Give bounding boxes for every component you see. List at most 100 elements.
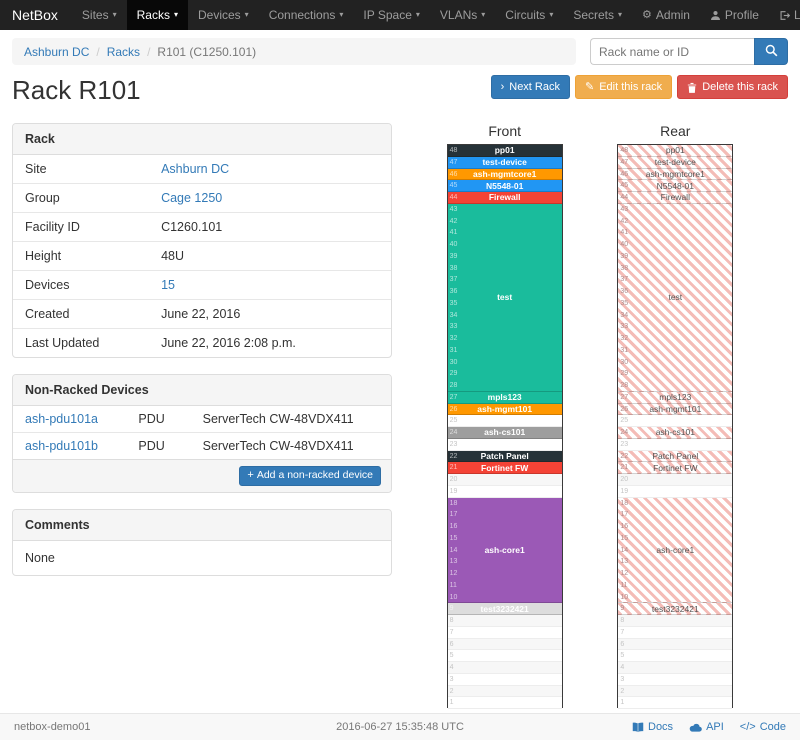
footer-link-docs[interactable]: Docs xyxy=(632,721,673,733)
rack-unit-23[interactable] xyxy=(618,438,733,451)
attribute-value-link[interactable]: 15 xyxy=(161,278,175,292)
rack-unit-2[interactable] xyxy=(447,685,562,698)
nav-item-label: Devices xyxy=(197,8,241,22)
nav-item-sites[interactable]: Sites ▾ xyxy=(72,0,127,30)
nonracked-device-row: ash-pdu101a PDU ServerTech CW-48VDX411 xyxy=(13,406,391,433)
device-slot-firewall[interactable]: Firewall xyxy=(447,192,562,204)
rack-unit-19[interactable] xyxy=(447,485,562,498)
device-slot-test3232421[interactable]: test3232421 xyxy=(447,603,562,615)
rack-unit-4[interactable] xyxy=(618,662,733,674)
nav-item-vlans[interactable]: VLANs ▾ xyxy=(430,0,495,30)
device-slot-mpls123[interactable]: mpls123 xyxy=(618,391,733,404)
device-slot-pp01[interactable]: pp01 xyxy=(447,145,562,157)
footer-link-label: API xyxy=(706,721,724,733)
device-slot-pp01[interactable]: pp01 xyxy=(618,145,733,157)
device-slot-ash-mgmt101[interactable]: ash-mgmt101 xyxy=(618,403,733,416)
brand-link[interactable]: NetBox xyxy=(12,7,58,23)
nav-item-racks[interactable]: Racks ▾ xyxy=(126,0,188,30)
delete-rack-label: Delete this rack xyxy=(702,81,778,93)
device-slot-mpls123[interactable]: mpls123 xyxy=(447,391,562,404)
delete-rack-button[interactable]: Delete this rack xyxy=(677,75,788,100)
device-slot-n5548-01[interactable]: N5548-01 xyxy=(618,180,733,192)
nav-item-label: Racks xyxy=(136,8,170,22)
next-rack-button[interactable]: › Next Rack xyxy=(490,75,570,100)
footer-hostname: netbox-demo01 xyxy=(14,721,91,733)
attribute-value-link[interactable]: Cage 1250 xyxy=(161,191,223,205)
device-slot-ash-mgmtcore1[interactable]: ash-mgmtcore1 xyxy=(618,168,733,181)
rack-unit-19[interactable] xyxy=(618,485,733,498)
rack-unit-7[interactable] xyxy=(618,626,733,639)
left-column: Rack Site Ashburn DC Group Cage 1250 Facilit… xyxy=(12,123,392,592)
rack-unit-1[interactable] xyxy=(618,697,733,709)
nav-right: ⚙Admin Profile Log out xyxy=(632,0,800,30)
nav-item-ip-space[interactable]: IP Space ▾ xyxy=(353,0,430,30)
rack-unit-5[interactable] xyxy=(618,650,733,662)
nonracked-panel-title: Non-Racked Devices xyxy=(13,375,391,406)
rack-unit-23[interactable] xyxy=(447,438,562,451)
attribute-value: Ashburn DC xyxy=(149,155,391,184)
caret-down-icon: ▾ xyxy=(244,10,249,19)
rack-unit-8[interactable] xyxy=(618,615,733,627)
navbar: NetBox Sites ▾ Racks ▾ Devices ▾ Connections ▾ I… xyxy=(0,0,800,30)
device-slot-ash-mgmt101[interactable]: ash-mgmt101 xyxy=(447,403,562,416)
add-nonracked-device-button[interactable]: + Add a non-racked device xyxy=(239,466,381,486)
device-slot-patch-panel[interactable]: Patch Panel xyxy=(618,450,733,463)
device-name-link[interactable]: ash-pdu101b xyxy=(25,439,98,453)
device-slot-label: ash-mgmt101 xyxy=(477,403,533,414)
device-slot-ash-cs101[interactable]: ash-cs101 xyxy=(618,427,733,439)
device-slot-n5548-01[interactable]: N5548-01 xyxy=(447,180,562,192)
device-slot-ash-core1[interactable]: ash-core1 xyxy=(618,497,733,604)
search-input[interactable] xyxy=(590,38,754,65)
rack-unit-1[interactable] xyxy=(447,697,562,709)
caret-down-icon: ▾ xyxy=(618,10,623,19)
device-slot-test-device[interactable]: test-device xyxy=(618,156,733,169)
rack-unit-25[interactable] xyxy=(447,415,562,427)
action-buttons: › Next Rack ✎ Edit this rack Delete this… xyxy=(490,75,788,100)
rack-unit-3[interactable] xyxy=(618,673,733,686)
device-slot-ash-core1[interactable]: ash-core1 xyxy=(447,497,562,604)
rack-unit-3[interactable] xyxy=(447,673,562,686)
footer: netbox-demo01 2016-06-27 15:35:48 UTC Do… xyxy=(0,713,800,740)
nav-item-label: Secrets xyxy=(573,8,615,22)
attribute-value: C1260.101 xyxy=(149,212,391,242)
rack-unit-8[interactable] xyxy=(447,615,562,627)
attribute-row-group: Group Cage 1250 xyxy=(13,183,391,213)
device-name-link[interactable]: ash-pdu101a xyxy=(25,412,98,426)
rack-unit-6[interactable] xyxy=(447,638,562,651)
breadcrumb-item[interactable]: Racks xyxy=(106,44,141,59)
rack-unit-4[interactable] xyxy=(447,662,562,674)
rack-unit-25[interactable] xyxy=(618,415,733,427)
rack-unit-7[interactable] xyxy=(447,626,562,639)
device-slot-test[interactable]: test xyxy=(447,203,562,392)
search-button[interactable] xyxy=(754,38,788,65)
nav-item-circuits[interactable]: Circuits ▾ xyxy=(495,0,563,30)
rack-unit-6[interactable] xyxy=(618,638,733,651)
device-slot-firewall[interactable]: Firewall xyxy=(618,192,733,204)
device-type: ServerTech CW-48VDX411 xyxy=(202,412,354,426)
nav-item-secrets[interactable]: Secrets ▾ xyxy=(563,0,632,30)
rack-unit-5[interactable] xyxy=(447,650,562,662)
device-slot-ash-cs101[interactable]: ash-cs101 xyxy=(447,427,562,439)
device-slot-ash-mgmtcore1[interactable]: ash-mgmtcore1 xyxy=(447,168,562,181)
device-slot-patch-panel[interactable]: Patch Panel xyxy=(447,450,562,463)
footer-link-code[interactable]: </> Code xyxy=(740,721,786,733)
breadcrumb-item[interactable]: Ashburn DC xyxy=(24,44,90,59)
device-slot-test[interactable]: test xyxy=(618,203,733,392)
footer-link-api[interactable]: API xyxy=(689,721,724,733)
rack-unit-2[interactable] xyxy=(618,685,733,698)
device-slot-test3232421[interactable]: test3232421 xyxy=(618,603,733,615)
edit-rack-button[interactable]: ✎ Edit this rack xyxy=(575,75,673,100)
attribute-value-link[interactable]: Ashburn DC xyxy=(161,162,230,176)
nav-item-log-out[interactable]: Log out xyxy=(769,0,800,30)
nav-item-devices[interactable]: Devices ▾ xyxy=(188,0,259,30)
nav-item-admin[interactable]: ⚙ Admin xyxy=(632,0,700,30)
device-slot-fortinet-fw[interactable]: Fortinet FW xyxy=(618,462,733,474)
nav-item-profile[interactable]: Profile xyxy=(700,0,769,30)
nav-item-connections[interactable]: Connections ▾ xyxy=(259,0,354,30)
device-slot-label: ash-mgmt101 xyxy=(649,403,702,414)
rack-unit-20[interactable] xyxy=(447,474,562,486)
device-slot-test-device[interactable]: test-device xyxy=(447,156,562,169)
device-slot-fortinet-fw[interactable]: Fortinet FW xyxy=(447,462,562,474)
rack-unit-20[interactable] xyxy=(618,474,733,486)
